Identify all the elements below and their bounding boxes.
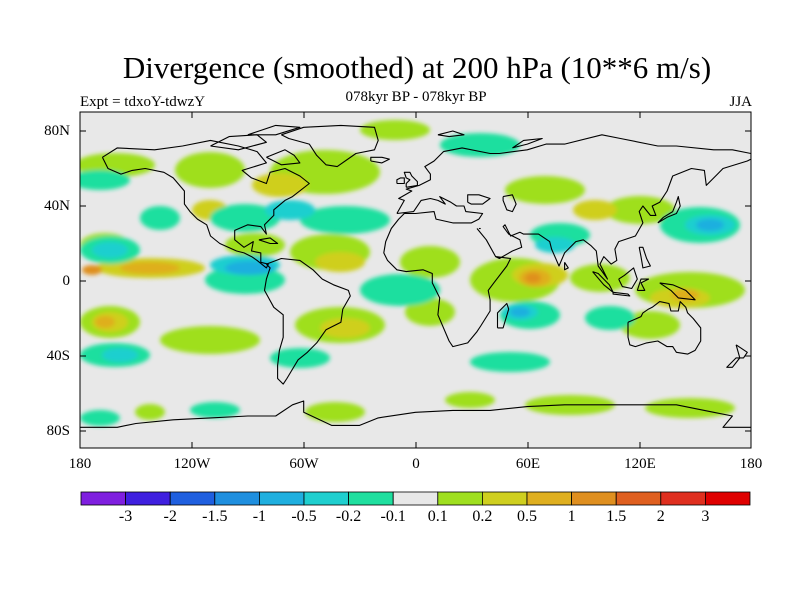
colorbar-box	[437, 491, 483, 506]
coastline-australia	[627, 301, 702, 355]
coastline-sumatra	[592, 271, 614, 293]
coastline-iceland	[370, 156, 390, 164]
longitude-label: 180	[739, 456, 763, 472]
longitude-label: 60W	[289, 456, 319, 472]
season-label: JJA	[729, 94, 752, 110]
coastline-borneo	[618, 267, 638, 290]
colorbar-box	[526, 491, 572, 506]
plot-title: Divergence (smoothed) at 200 hPa (10**6 …	[122, 50, 712, 85]
experiment-label: Expt = tdxoY-tdwzY	[80, 94, 206, 110]
colorbar-box	[303, 491, 349, 506]
longitude-label: 120E	[624, 456, 656, 472]
colorbar-box	[571, 491, 617, 506]
latitude-ticks	[80, 130, 751, 432]
latitude-label: 40S	[46, 348, 70, 364]
colorbar-label: 2	[656, 508, 665, 525]
coastline-black-sea	[467, 194, 491, 205]
colorbar	[80, 491, 751, 506]
coastline-philippines	[638, 246, 651, 269]
latitude-label: 80N	[44, 123, 70, 139]
longitude-label: 0	[412, 456, 420, 472]
coastline-baffin	[266, 149, 301, 166]
colorbar-box	[481, 491, 528, 506]
colorbar-label: 3	[701, 508, 710, 525]
latitude-label: 0	[62, 273, 71, 289]
latitude-label: 80S	[46, 423, 70, 439]
colorbar-label: -3	[118, 508, 133, 525]
coastline-ellesmere	[247, 124, 301, 136]
latitude-label: 40N	[44, 198, 70, 214]
coastline-north-america	[101, 139, 310, 269]
colorbar-box	[169, 491, 216, 506]
colorbar-box	[214, 491, 260, 506]
colorbar-label: -1.5	[202, 508, 228, 525]
coastline-antarctica	[80, 400, 751, 428]
coastline-japan	[657, 196, 681, 224]
colorbar-box	[125, 491, 171, 506]
coastline-south-america	[263, 257, 351, 385]
colorbar-box	[392, 491, 439, 506]
coastline-svalbard	[437, 130, 465, 138]
colorbar-label: -0.1	[380, 508, 406, 525]
longitude-label: 180	[68, 456, 92, 472]
colorbar-box	[660, 491, 706, 506]
colorbar-box	[615, 491, 662, 506]
plot-subtitle: 078kyr BP - 078kyr BP	[345, 89, 487, 105]
coastline-java	[612, 291, 631, 297]
coastline-greenland	[281, 124, 379, 168]
coastlines	[80, 124, 751, 428]
coastline-ireland	[396, 177, 405, 185]
map-area	[80, 112, 751, 448]
coastline-eurasia-africa	[383, 134, 751, 348]
coastline-new-guinea	[659, 282, 696, 301]
colorbar-label: -1	[252, 508, 267, 525]
colorbar-box	[258, 491, 305, 506]
colorbar-box	[348, 491, 394, 506]
colorbar-label: 0.5	[517, 508, 537, 525]
colorbar-label: 0.1	[427, 508, 448, 525]
coastline-madagascar	[496, 302, 510, 329]
coastline-sulawesi	[636, 278, 650, 291]
colorbar-box	[705, 491, 751, 506]
colorbar-label: 1.5	[606, 508, 627, 525]
longitude-label: 60E	[515, 456, 541, 472]
colorbar-label: -0.5	[291, 508, 317, 525]
coastline-new-zealand	[726, 344, 748, 368]
coastline-red-sea-line	[476, 228, 497, 257]
colorbar-label: 0.2	[472, 508, 493, 525]
coastline-novaya-zemlya	[512, 137, 543, 149]
coastline-sri-lanka	[564, 261, 569, 271]
coastline-british-isles	[403, 171, 418, 188]
colorbar-label: -0.2	[335, 508, 362, 525]
colorbar-label: 1	[567, 508, 576, 525]
longitude-ticks	[79, 112, 752, 448]
longitude-label: 120W	[173, 456, 211, 472]
colorbar-label: -2	[163, 508, 177, 525]
divergence-field	[80, 120, 745, 426]
coastline-caribbean	[258, 237, 279, 245]
colorbar-box	[80, 491, 126, 506]
coastline-arctic-islands	[210, 134, 267, 151]
coastline-caspian	[502, 194, 517, 213]
